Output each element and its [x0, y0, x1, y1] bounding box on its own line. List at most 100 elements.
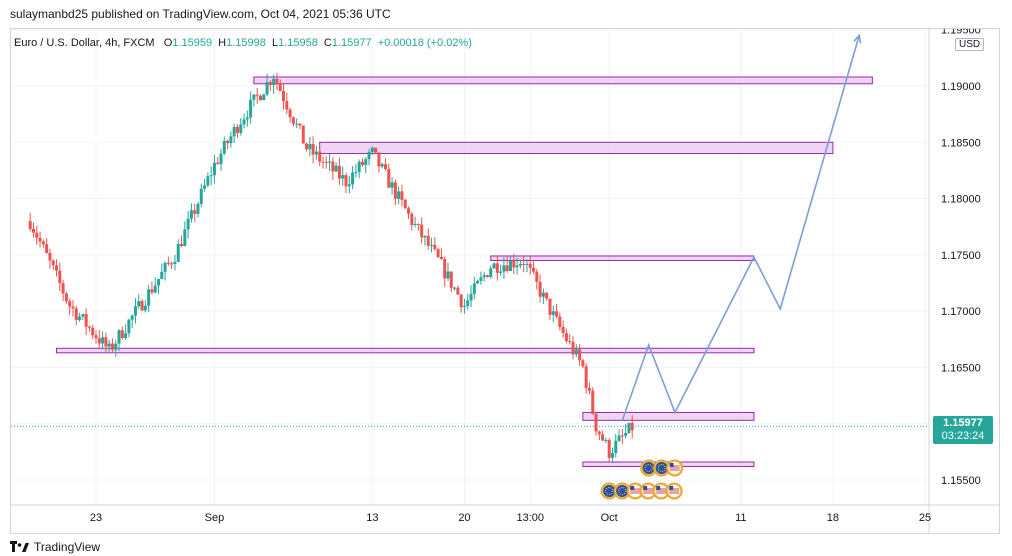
candle-body: [216, 162, 220, 164]
chart-svg[interactable]: 1.155001.160001.165001.170001.175001.180…: [11, 29, 1000, 534]
candle-body: [456, 287, 460, 295]
candle-body: [430, 244, 434, 246]
x-tick-label: Sep: [205, 512, 225, 524]
candle-body: [170, 263, 174, 265]
us-event-icon[interactable]: [666, 459, 684, 477]
us-event-icon[interactable]: [652, 482, 670, 500]
candle-body: [38, 237, 42, 242]
candle-body: [229, 136, 233, 144]
candle-body: [515, 265, 519, 268]
candle-body: [268, 82, 272, 86]
candle-body: [140, 301, 144, 311]
candle-body: [180, 243, 184, 246]
currency-badge[interactable]: USD: [955, 38, 985, 51]
candle-body: [390, 182, 394, 188]
us-event-icon[interactable]: [665, 482, 683, 500]
candle-body: [505, 265, 509, 271]
candle-body: [84, 314, 88, 327]
candle-body: [183, 229, 187, 246]
candle-body: [295, 123, 299, 125]
candle-body: [367, 151, 371, 160]
last-price: 1.15977: [943, 417, 983, 429]
eu-event-icon[interactable]: [613, 482, 631, 500]
eu-event-icon[interactable]: [640, 459, 658, 477]
zone-box[interactable]: [253, 76, 873, 85]
candle-body: [189, 210, 193, 219]
candle-body: [117, 330, 121, 344]
candle-body: [278, 83, 282, 92]
candle-body: [387, 169, 391, 188]
candle-body: [110, 343, 114, 350]
y-tick-label: 1.17000: [941, 306, 981, 318]
candle-body: [446, 271, 450, 279]
open-value: 1.15959: [172, 37, 213, 49]
candle-body: [252, 94, 256, 100]
candle-body: [97, 338, 101, 344]
candle-body: [383, 164, 387, 170]
publish-line: sulaymanbd25 published on TradingView.co…: [10, 7, 391, 21]
candle-body: [245, 117, 249, 120]
candle-body: [624, 433, 628, 436]
x-tick-label: 13:00: [516, 512, 544, 524]
candle-body: [564, 333, 568, 342]
candle-body: [41, 241, 45, 245]
candle-body: [258, 95, 262, 101]
candle-body: [522, 263, 526, 265]
candle-body: [407, 208, 411, 214]
candle-body: [604, 440, 608, 442]
candle-body: [610, 453, 614, 458]
candle-body: [239, 124, 243, 133]
candle-body: [584, 366, 588, 389]
candle-body: [137, 301, 141, 307]
high-label: H: [218, 37, 227, 49]
candle-body: [31, 228, 35, 233]
candle-body: [351, 172, 355, 185]
candle-body: [380, 164, 384, 167]
chart-legend: Euro / U.S. Dollar, 4h, FXCM O1.15959 H1…: [14, 37, 475, 49]
candle-body: [374, 147, 378, 153]
candle-body: [212, 162, 216, 176]
candle-body: [528, 263, 532, 268]
candle-body: [130, 315, 134, 320]
projection-path[interactable]: [621, 35, 860, 421]
event-icons[interactable]: [600, 459, 684, 500]
candle-body: [627, 422, 631, 434]
candle-body: [308, 144, 312, 150]
candle-body: [133, 306, 137, 316]
candle-body: [58, 270, 62, 284]
us-event-icon[interactable]: [626, 482, 644, 500]
candle-body: [324, 162, 328, 164]
footer-brand[interactable]: TradingView: [10, 540, 100, 554]
candle-body: [209, 175, 213, 177]
candle-body: [176, 243, 180, 262]
candle-body: [397, 191, 401, 199]
candle-body: [51, 260, 55, 266]
candle-body: [466, 300, 470, 307]
candle-body: [377, 152, 381, 167]
candle-body: [482, 275, 486, 278]
candle-body: [551, 311, 555, 315]
candle-body: [193, 210, 197, 214]
x-tick-label: 11: [735, 512, 746, 524]
eu-event-icon[interactable]: [600, 482, 618, 500]
x-axis: 23 Sep 13 20 13:00 Oct 11 18 25: [11, 504, 999, 524]
candle-body: [45, 244, 49, 253]
footer-brand-text: TradingView: [34, 540, 101, 554]
candle-body: [203, 185, 207, 189]
candle-body: [314, 151, 318, 155]
candle-body: [472, 283, 476, 294]
y-tick-label: 1.17500: [941, 250, 981, 262]
zone-box[interactable]: [319, 141, 834, 155]
candle-body: [509, 260, 512, 271]
open-label: O: [163, 37, 173, 49]
chart-area[interactable]: 1.155001.160001.165001.170001.175001.180…: [10, 28, 1000, 534]
candle-body: [601, 434, 605, 441]
high-value: 1.15998: [226, 37, 266, 49]
candle-body: [318, 151, 322, 162]
zone-box[interactable]: [56, 347, 755, 354]
candle-body: [548, 298, 552, 315]
zone-box[interactable]: [582, 411, 755, 421]
candle-body: [143, 305, 147, 311]
candle-body: [262, 94, 266, 101]
candle-body: [147, 289, 151, 306]
